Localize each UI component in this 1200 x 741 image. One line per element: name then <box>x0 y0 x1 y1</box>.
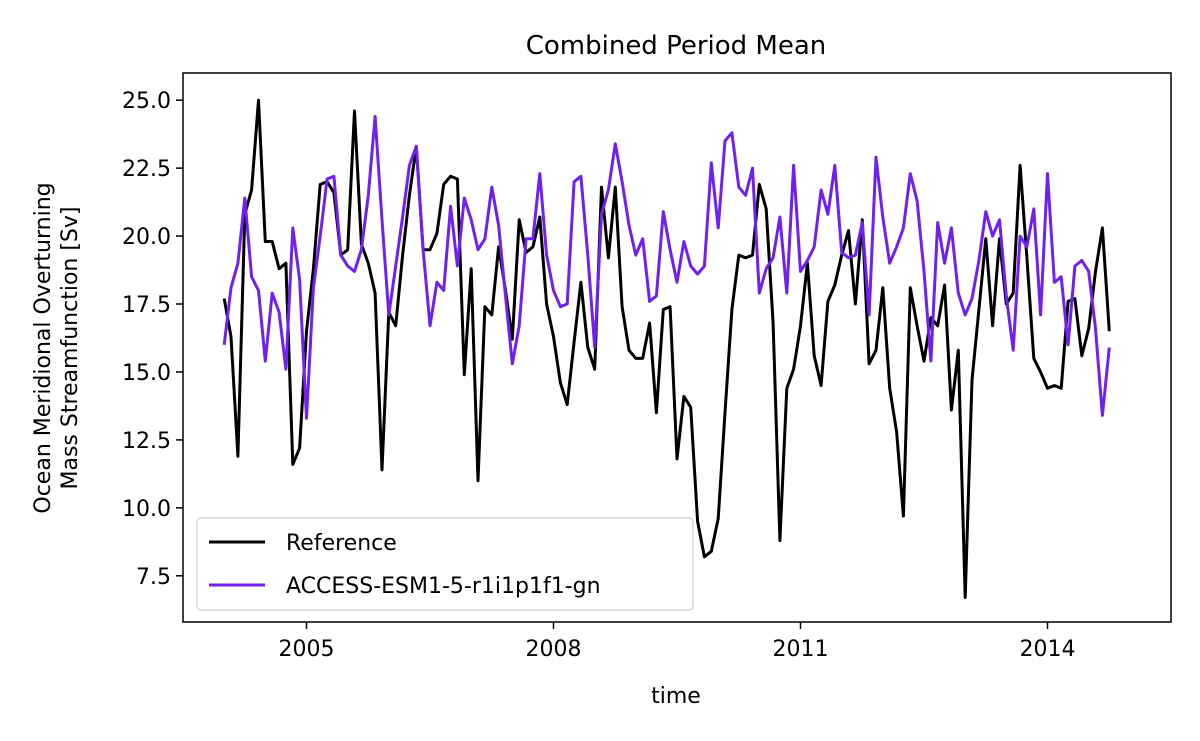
legend: Reference ACCESS-ESM1-5-r1i1p1f1-gn <box>196 517 694 611</box>
y-tick-label: 25.0 <box>122 89 171 114</box>
series-line-access-esm <box>222 115 1111 420</box>
chart-title: Combined Period Mean <box>526 31 827 61</box>
x-tick-label: 2008 <box>526 637 582 662</box>
y-axis-label: Ocean Meridional Overturning Mass Stream… <box>31 182 83 513</box>
series-line-reference <box>222 98 1111 599</box>
y-axis-label-line2: Mass Streamfunction [Sv] <box>58 207 83 490</box>
x-axis: 2005 2008 2011 2014 <box>279 622 1076 662</box>
legend-label-reference: Reference <box>286 531 397 556</box>
y-tick-label: 10.0 <box>122 497 171 522</box>
legend-box <box>196 517 694 611</box>
x-axis-label: time <box>651 684 701 709</box>
x-tick-label: 2011 <box>773 637 829 662</box>
y-tick-label: 22.5 <box>122 157 171 182</box>
y-tick-label: 20.0 <box>122 225 171 250</box>
y-tick-label: 12.5 <box>122 429 171 454</box>
legend-label-access-esm: ACCESS-ESM1-5-r1i1p1f1-gn <box>286 574 601 599</box>
y-tick-label: 17.5 <box>122 293 171 318</box>
x-tick-label: 2005 <box>279 637 335 662</box>
y-axis: 7.5 10.0 12.5 15.0 17.5 20.0 22.5 25.0 <box>122 89 183 590</box>
y-axis-label-line1: Ocean Meridional Overturning <box>31 182 56 513</box>
y-tick-label: 7.5 <box>136 565 171 590</box>
series-lines <box>222 98 1111 599</box>
x-tick-label: 2014 <box>1020 637 1076 662</box>
plot-frame <box>182 72 1172 623</box>
y-tick-label: 15.0 <box>122 361 171 386</box>
